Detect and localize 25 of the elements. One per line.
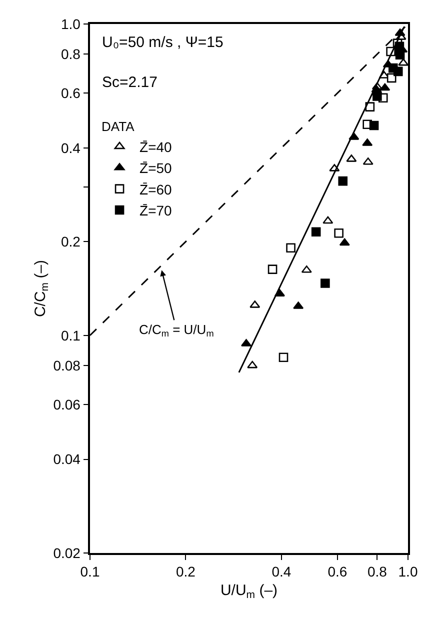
x-axis-title: U/U$_{m}$ (–) xyxy=(220,582,278,602)
legend-label: Z̄=70 xyxy=(140,202,172,218)
legend-label: Z̄=40 xyxy=(140,138,172,155)
x-tick-label: 0.1 xyxy=(80,564,100,580)
y-tick-label: 0.2 xyxy=(60,234,81,250)
x-tick-label: 0.2 xyxy=(176,564,196,580)
y-tick-label: 0.04 xyxy=(53,451,81,468)
y-tick-label: 1.0 xyxy=(60,16,81,32)
legend-title: DATA xyxy=(102,118,135,134)
y-tick-label: 0.06 xyxy=(53,396,81,412)
y-tick-label: 0.08 xyxy=(53,357,81,374)
x-tick-label: 0.4 xyxy=(272,564,292,580)
y-tick-label: 0.02 xyxy=(53,544,81,561)
x-tick-label: 0.8 xyxy=(367,564,388,580)
legend-label: Z̄=60 xyxy=(140,181,172,198)
legend-label: Z̄=50 xyxy=(140,160,172,176)
y-tick-label: 0.6 xyxy=(60,84,81,101)
y-tick-label: 0.1 xyxy=(60,327,81,344)
annotation: Sc=2.17 xyxy=(102,74,158,91)
x-tick-label: 0.6 xyxy=(328,564,348,580)
y-tick-label: 0.8 xyxy=(60,46,81,62)
annotation: U₀=50 m/s , Ψ=15 xyxy=(102,34,224,51)
annotation: C/C$_{m}$ = U/U$_{m}$ xyxy=(139,322,214,339)
y-tick-label: 0.4 xyxy=(60,140,81,156)
x-tick-label: 1.0 xyxy=(398,564,418,580)
